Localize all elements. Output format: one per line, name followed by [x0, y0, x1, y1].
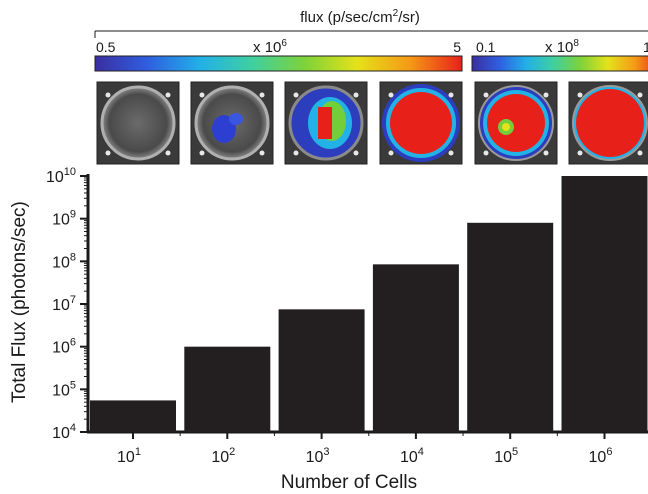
bar	[90, 400, 176, 432]
bar	[561, 176, 648, 432]
colorbar-low-max: 5	[453, 39, 461, 55]
colorbar-high-min: 0.1	[476, 39, 496, 55]
y-tick-label: 106	[52, 337, 76, 357]
y-tick-label: 107	[52, 294, 76, 314]
y-tick-label: 109	[52, 209, 76, 229]
well-images	[96, 81, 648, 165]
x-tick-label: 106	[589, 446, 613, 466]
x-tick-label: 105	[494, 446, 518, 466]
well-image	[474, 81, 558, 165]
x-axis-ticks: 101 102 103 104 105 106	[117, 432, 612, 466]
x-tick-label: 103	[306, 446, 330, 466]
colorbar-low-multiplier: x 106	[253, 38, 287, 56]
x-tick-label: 101	[117, 446, 141, 466]
colorbar-low-scale: 0.5 x 106 5	[94, 38, 463, 72]
y-tick-label: 1010	[46, 166, 76, 186]
bar	[278, 309, 365, 432]
y-axis-ticks: 104 105 106 107 108 109 1010	[46, 166, 88, 442]
bar	[184, 346, 271, 432]
well-image	[568, 81, 648, 165]
colorbar-title: flux (p/sec/cm2/sr)	[94, 8, 648, 38]
bar	[372, 264, 459, 432]
y-tick-label: 104	[52, 422, 76, 442]
y-axis-label: Total Flux (photons/sec)	[9, 201, 30, 403]
colorbar-high-max: 1	[643, 39, 648, 55]
x-axis-label: Number of Cells	[281, 472, 417, 493]
x-tick-label: 104	[400, 446, 424, 466]
well-image	[190, 81, 274, 165]
well-image	[379, 81, 463, 165]
y-tick-label: 105	[52, 379, 76, 399]
y-tick-label: 108	[52, 251, 76, 271]
bars	[90, 176, 648, 432]
well-image	[284, 81, 368, 165]
colorbar-low-min: 0.5	[96, 39, 116, 55]
colorbar-high-scale: 0.1 x 108 1	[471, 38, 648, 72]
colorbar-low-gradient	[94, 55, 463, 72]
svg-text:flux (p/sec/cm2/sr): flux (p/sec/cm2/sr)	[300, 8, 420, 26]
well-image	[96, 81, 180, 165]
colorbar-high-gradient	[471, 55, 648, 72]
x-tick-label: 102	[211, 446, 235, 466]
bar	[467, 222, 554, 432]
colorbar-high-multiplier: x 108	[545, 38, 579, 56]
